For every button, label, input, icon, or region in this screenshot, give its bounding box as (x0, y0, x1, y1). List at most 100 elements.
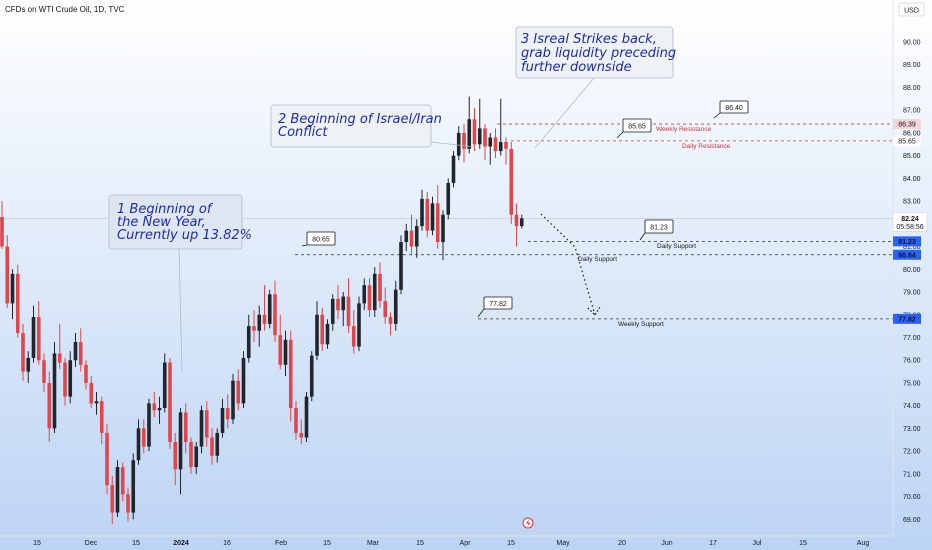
y-tick-label: 88.00 (903, 85, 921, 92)
candle (509, 142, 514, 224)
x-tick-label: Aug (857, 540, 870, 547)
candle-body (498, 142, 503, 152)
candle-body (162, 362, 167, 408)
candle-body (262, 314, 267, 324)
note-3[interactable]: 3 Isreal Strikes back, grab liquidity pr… (515, 26, 676, 79)
level-box-80-65[interactable]: 80.65 (301, 231, 336, 247)
candle (435, 185, 440, 249)
x-tick-label: 15 (323, 540, 331, 547)
candle-body (210, 437, 214, 456)
candle (267, 289, 272, 329)
candle-body (362, 285, 367, 304)
candle-body (99, 401, 104, 433)
candle-body (52, 353, 57, 429)
candle (131, 453, 136, 520)
time-axis[interactable]: 15 Dec 15 2024 16 Feb 15 Mar 15 Apr 15 May 20 Jun 17 Ju… (33, 540, 869, 547)
y-tick-label: 86.00 (903, 130, 921, 137)
level-box-85-65[interactable]: 85.65 (616, 118, 652, 139)
note-2[interactable]: 2 Beginning of Israel/Iran Conflict (270, 104, 442, 148)
candle-body (120, 467, 125, 495)
candle-body (36, 317, 41, 361)
candle-body (115, 467, 120, 513)
symbol-title: CFDs on WTI Crude Oil, 1D, TVC (5, 5, 125, 14)
price-tag-value: 77.82 (898, 316, 916, 323)
candle-body (430, 203, 435, 231)
candle-body (26, 357, 31, 372)
candle-body (336, 298, 340, 311)
candle (194, 442, 199, 474)
tradingview-lightning-icon[interactable] (522, 517, 534, 529)
candle (493, 128, 498, 158)
price-tag-value: 80.64 (898, 252, 916, 259)
candle (5, 235, 10, 308)
x-tick-label: Apr (460, 540, 472, 547)
candle (519, 214, 524, 229)
x-tick-label: 15 (132, 540, 140, 547)
y-tick-label: 79.00 (903, 290, 921, 297)
candle-body (236, 380, 241, 404)
candle (451, 151, 456, 188)
candle (57, 323, 62, 370)
last-price-tag (892, 212, 928, 232)
candle (409, 214, 414, 256)
candle (320, 307, 325, 352)
note-3-line-2: grab liquidity preceding (521, 46, 676, 61)
level-box-77-82[interactable]: 77.82 (477, 296, 513, 318)
note-1-line-1: 1 Beginning of (117, 202, 214, 217)
note-1[interactable]: 1 Beginning of the New Year, Currently u… (108, 194, 252, 250)
candle-body (141, 428, 146, 447)
x-tick-label: 16 (223, 540, 231, 547)
candle (136, 419, 141, 465)
candle (21, 323, 25, 381)
candle-body (393, 289, 398, 324)
currency-button[interactable]: USD (904, 7, 919, 14)
candle (404, 223, 409, 252)
candle-body (225, 407, 230, 420)
candle (225, 394, 230, 429)
candle-body (409, 230, 414, 247)
candles (0, 96, 524, 524)
y-tick-label: 69.00 (903, 517, 921, 524)
level-box-81-23[interactable]: 81.23 (639, 219, 674, 241)
candle (351, 310, 356, 354)
candle-body (273, 294, 277, 336)
price-tag-value: 85.65 (898, 138, 916, 145)
price-tag (893, 236, 921, 247)
candle (367, 278, 372, 318)
candle-body (42, 360, 46, 383)
candle-body (147, 403, 151, 447)
candle-body (504, 142, 508, 149)
level-box-85-65-leader (616, 131, 624, 139)
weekly-resistance-label: Weekly Resistance (656, 126, 712, 133)
candle-body (246, 326, 251, 358)
note-1-line-3: Currently up 13.82% (117, 228, 252, 243)
currency-button-frame[interactable] (898, 2, 925, 17)
level-box-86-40[interactable]: 86.40 (713, 100, 749, 119)
level-box-86-40-value: 86.40 (725, 105, 743, 112)
candle (325, 319, 330, 349)
candle (52, 342, 57, 433)
candle (414, 219, 419, 258)
candle (372, 267, 377, 318)
candle-body (514, 214, 519, 227)
candle-body (467, 119, 472, 149)
y-tick-label: 81.00 (903, 244, 921, 251)
candle (15, 264, 20, 338)
candle (514, 203, 519, 247)
candle (498, 98, 503, 156)
level-box-85-65-value: 85.65 (628, 124, 646, 131)
candle (31, 305, 36, 363)
candle (110, 476, 115, 524)
candle (294, 401, 298, 440)
candle (304, 392, 309, 443)
candle-body (299, 432, 304, 438)
candle-body (519, 218, 524, 227)
candle-body (288, 339, 293, 408)
x-tick-label: May (556, 540, 570, 547)
projection-arrow (540, 213, 596, 316)
candle (378, 262, 382, 308)
x-tick-label: 15 (507, 540, 515, 547)
y-tick-label: 84.00 (903, 176, 921, 183)
